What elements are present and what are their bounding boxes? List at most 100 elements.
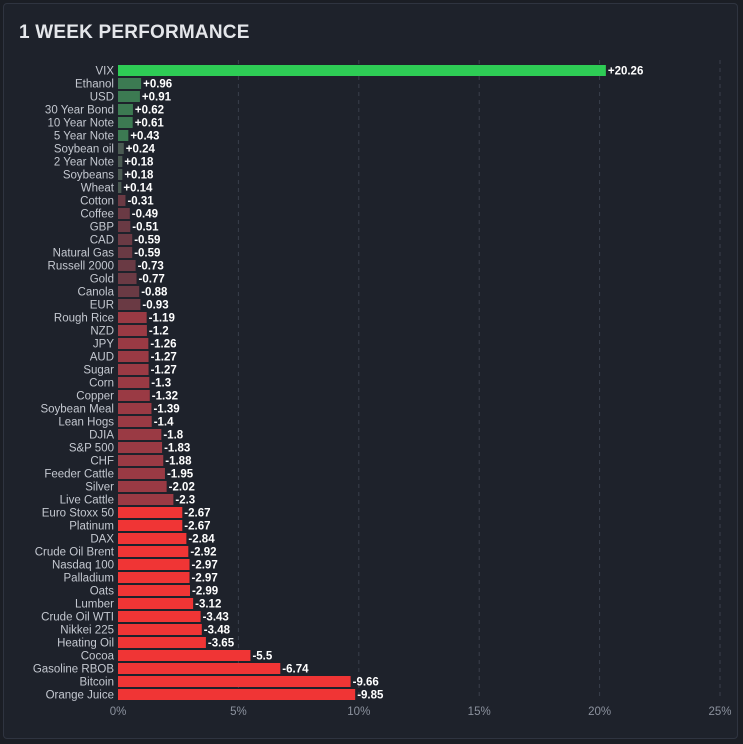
bar bbox=[118, 130, 129, 141]
category-label: Ethanol bbox=[75, 79, 114, 91]
bars bbox=[118, 65, 606, 700]
category-label: Gasoline RBOB bbox=[33, 664, 115, 676]
bar bbox=[118, 494, 174, 505]
gridlines bbox=[237, 60, 721, 700]
bar bbox=[118, 299, 141, 310]
x-tick-label: 0% bbox=[110, 706, 127, 718]
category-label: Live Cattle bbox=[60, 495, 114, 507]
category-label: Rough Rice bbox=[54, 313, 114, 325]
value-label: -2.67 bbox=[184, 521, 210, 533]
category-label: Lumber bbox=[75, 599, 114, 611]
category-label: 2 Year Note bbox=[54, 157, 114, 169]
value-label: -0.93 bbox=[142, 300, 168, 312]
value-label: -3.65 bbox=[208, 638, 235, 650]
value-label: -1.27 bbox=[151, 365, 177, 377]
bar bbox=[118, 468, 165, 479]
category-label: Palladium bbox=[64, 573, 115, 585]
bar bbox=[118, 143, 124, 154]
value-label: -9.66 bbox=[353, 677, 379, 689]
category-label: Cocoa bbox=[81, 651, 115, 663]
category-label: Platinum bbox=[69, 521, 114, 533]
bar bbox=[118, 429, 162, 440]
bar bbox=[118, 520, 183, 531]
bar bbox=[118, 663, 281, 674]
bar bbox=[118, 65, 606, 76]
bar bbox=[118, 247, 133, 258]
category-label: Copper bbox=[76, 391, 114, 403]
category-label: Wheat bbox=[81, 183, 115, 195]
bar bbox=[118, 689, 356, 700]
value-label: -0.59 bbox=[134, 235, 160, 247]
category-label: Natural Gas bbox=[53, 248, 115, 260]
value-label: -2.3 bbox=[175, 495, 195, 507]
value-label: -1.83 bbox=[164, 443, 190, 455]
bar bbox=[118, 104, 133, 115]
category-label: Cotton bbox=[80, 196, 114, 208]
category-label: Crude Oil Brent bbox=[35, 547, 115, 559]
bar bbox=[118, 390, 150, 401]
x-tick-label: 20% bbox=[588, 706, 611, 718]
value-label: +0.96 bbox=[143, 79, 172, 91]
bar bbox=[118, 416, 152, 427]
category-label: Oats bbox=[90, 586, 115, 598]
value-label: +0.14 bbox=[123, 183, 153, 195]
category-label: 5 Year Note bbox=[54, 131, 114, 143]
value-label: -1.88 bbox=[165, 456, 192, 468]
value-label: -2.67 bbox=[184, 508, 210, 520]
bar bbox=[118, 338, 149, 349]
bar bbox=[118, 559, 190, 570]
category-label: Canola bbox=[78, 287, 115, 299]
bar bbox=[118, 273, 137, 284]
value-label: +0.24 bbox=[126, 144, 156, 156]
bar bbox=[118, 598, 194, 609]
bar bbox=[118, 169, 123, 180]
bar bbox=[118, 195, 126, 206]
bar bbox=[118, 403, 152, 414]
category-label: Nasdaq 100 bbox=[52, 560, 114, 572]
value-label: -1.2 bbox=[149, 326, 169, 338]
bar bbox=[118, 572, 190, 583]
bar bbox=[118, 156, 123, 167]
value-label: -0.77 bbox=[139, 274, 165, 286]
bar bbox=[118, 650, 251, 661]
value-label: -0.51 bbox=[132, 222, 159, 234]
category-label: Gold bbox=[90, 274, 114, 286]
category-label: Coffee bbox=[80, 209, 114, 221]
value-label: +0.18 bbox=[124, 157, 154, 169]
x-tick-label: 10% bbox=[347, 706, 370, 718]
value-label: -0.73 bbox=[138, 261, 164, 273]
bar bbox=[118, 260, 136, 271]
value-label: -9.85 bbox=[357, 690, 384, 702]
category-label: 10 Year Note bbox=[47, 118, 114, 130]
value-label: -1.8 bbox=[163, 430, 183, 442]
value-label: +20.26 bbox=[608, 66, 644, 78]
bar bbox=[118, 442, 163, 453]
bar bbox=[118, 676, 351, 687]
bar bbox=[118, 585, 190, 596]
value-label: -0.88 bbox=[141, 287, 168, 299]
category-label: DAX bbox=[90, 534, 114, 546]
value-label: +0.61 bbox=[135, 118, 165, 130]
category-label: 30 Year Bond bbox=[45, 105, 114, 117]
category-label: Soybean Meal bbox=[40, 404, 114, 416]
bar bbox=[118, 234, 133, 245]
value-label: -2.84 bbox=[188, 534, 215, 546]
value-label: -3.12 bbox=[195, 599, 221, 611]
bar bbox=[118, 624, 202, 635]
x-tick-label: 15% bbox=[468, 706, 491, 718]
bar bbox=[118, 182, 122, 193]
bar bbox=[118, 117, 133, 128]
category-label: CHF bbox=[90, 456, 114, 468]
category-label: Sugar bbox=[83, 365, 114, 377]
bar bbox=[118, 481, 167, 492]
category-label: Feeder Cattle bbox=[44, 469, 114, 481]
category-label: DJIA bbox=[89, 430, 114, 442]
bar bbox=[118, 91, 140, 102]
value-label: -0.59 bbox=[134, 248, 160, 260]
bar bbox=[118, 312, 147, 323]
category-label: Corn bbox=[89, 378, 114, 390]
category-label: GBP bbox=[90, 222, 115, 234]
bar bbox=[118, 351, 149, 362]
value-label: -2.02 bbox=[169, 482, 195, 494]
